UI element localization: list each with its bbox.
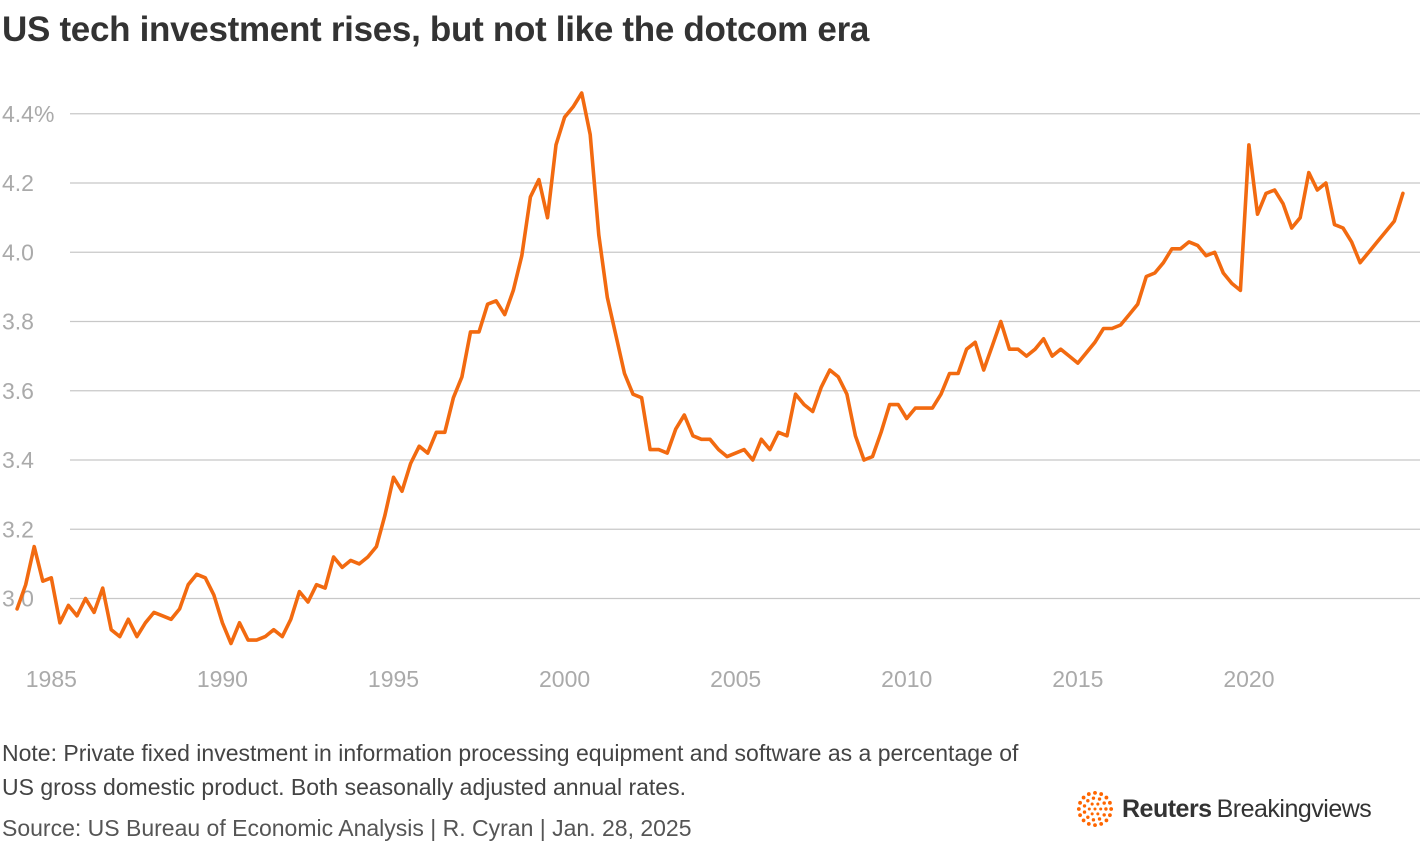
logo-dot [1090, 812, 1094, 816]
logo-dot [1093, 807, 1097, 811]
brand-secondary: Breakingviews [1216, 794, 1372, 823]
y-axis-tick-labels: 3.03.23.43.63.84.04.24.4% [2, 101, 54, 612]
x-tick-label: 1995 [368, 666, 419, 692]
logo-dot [1090, 802, 1094, 806]
brand-logo: Reuters Breakingviews [1076, 789, 1372, 829]
logo-dot [1078, 800, 1082, 805]
logo-dot [1102, 801, 1106, 805]
brand-primary: Reuters [1122, 794, 1212, 823]
logo-dot [1104, 818, 1109, 823]
x-axis-tick-labels: 1985 1990 1995 2000 2005 2010 2015 2020 [26, 666, 1275, 692]
logo-dot [1078, 813, 1082, 818]
logo-dot [1081, 818, 1086, 823]
logo-dot [1087, 807, 1091, 811]
logo-dot [1082, 810, 1087, 814]
logo-dot [1086, 792, 1091, 796]
gridlines [70, 113, 1420, 600]
logo-dot [1081, 795, 1086, 800]
y-tick-label: 4.2 [2, 170, 34, 196]
logo-dot [1091, 796, 1096, 800]
logo-dot [1102, 813, 1106, 817]
logo-dot [1096, 812, 1100, 816]
logo-dot [1108, 800, 1112, 805]
logo-dot [1108, 813, 1112, 818]
chart-source: Source: US Bureau of Economic Analysis |… [2, 815, 692, 841]
y-tick-label: 3.2 [2, 516, 34, 542]
line-chart: 3.03.23.43.63.84.04.24.4% 1985 1990 1995 20… [2, 91, 1420, 692]
logo-dot [1086, 822, 1091, 826]
x-tick-label: 2020 [1223, 666, 1274, 692]
y-tick-label: 3.4 [2, 447, 34, 473]
series-line-0 [15, 91, 1405, 646]
logo-dot [1104, 795, 1109, 800]
y-tick-label: 3.8 [2, 309, 34, 335]
logo-dot [1099, 822, 1104, 826]
logo-dot [1091, 818, 1096, 822]
logo-dot [1086, 815, 1090, 819]
chart-note: Note: Private fixed investment in inform… [2, 740, 1019, 800]
logo-dot [1097, 797, 1102, 801]
logo-dot [1093, 790, 1097, 795]
x-tick-label: 2015 [1052, 666, 1103, 692]
logo-dot [1104, 807, 1108, 811]
y-tick-label: 4.4% [2, 101, 54, 127]
logo-dot [1076, 807, 1081, 811]
y-tick-label: 3.6 [2, 378, 34, 404]
logo-dot [1099, 792, 1104, 796]
logo-dot [1096, 802, 1100, 806]
x-tick-label: 1990 [197, 666, 248, 692]
logo-dot [1109, 807, 1114, 811]
logo-dot [1099, 807, 1103, 811]
x-tick-label: 2010 [881, 666, 932, 692]
series-layer [15, 91, 1405, 646]
logo-dot [1097, 817, 1102, 821]
y-tick-label: 4.0 [2, 239, 34, 265]
reuters-dots-icon [1076, 790, 1114, 828]
logo-dot [1093, 823, 1097, 828]
logo-dot [1086, 799, 1090, 803]
logo-dot [1082, 804, 1087, 808]
x-tick-label: 2000 [539, 666, 590, 692]
x-tick-label: 2005 [710, 666, 761, 692]
x-tick-label: 1985 [26, 666, 77, 692]
chart-title: US tech investment rises, but not like t… [2, 10, 870, 49]
